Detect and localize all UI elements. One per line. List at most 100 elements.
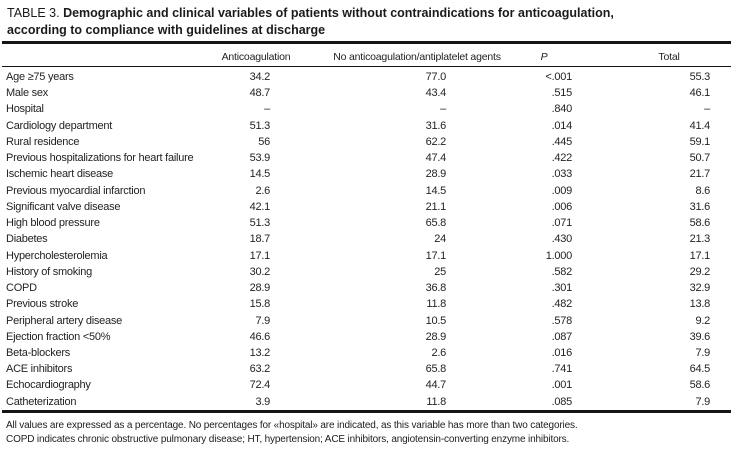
cell-no-anticoagulation: 28.9 <box>425 168 447 181</box>
cell-p-value: .578 <box>551 314 573 327</box>
cell-no-anticoagulation: 77.0 <box>425 71 447 83</box>
table-title: TABLE 3. Demographic and clinical variab… <box>7 5 614 39</box>
cell-no-anticoagulation: 31.6 <box>425 119 447 132</box>
cell-p-value: .087 <box>551 330 573 343</box>
cell-no-anticoagulation: – <box>440 103 446 116</box>
column-header-anticoagulation: Anticoagulation <box>221 51 291 63</box>
table-row: High blood pressure 51.3 65.8 .071 58.6 <box>0 215 733 231</box>
table-row: Hypercholesterolemia 17.1 17.1 1.000 17.1 <box>0 248 733 264</box>
cell-total: – <box>704 103 710 116</box>
table-row: Peripheral artery disease 7.9 10.5 .578 9.2 <box>0 313 733 329</box>
table-row: Previous myocardial infarction 2.6 14.5 .00… <box>0 183 733 199</box>
footnote-line1: All values are expressed as a percentage… <box>6 420 578 431</box>
column-header-p-value: P <box>540 51 548 63</box>
cell-no-anticoagulation: 28.9 <box>425 330 447 343</box>
cell-anticoagulation: 72.4 <box>249 379 271 392</box>
cell-anticoagulation: 18.7 <box>249 233 271 246</box>
cell-no-anticoagulation: 44.7 <box>425 379 447 392</box>
row-label: Peripheral artery disease <box>6 314 123 327</box>
row-label: Diabetes <box>6 233 48 246</box>
row-label: Previous stroke <box>6 298 79 311</box>
cell-total: 64.5 <box>689 363 711 376</box>
row-label: Previous myocardial infarction <box>6 184 146 197</box>
cell-no-anticoagulation: 65.8 <box>425 363 447 376</box>
table-title-line1: TABLE 3. Demographic and clinical variab… <box>7 5 614 22</box>
table-body: Age ≥75 years 34.2 77.0 <.001 55.3 Male sex 48… <box>0 69 733 410</box>
row-label: Catheterization <box>6 395 77 408</box>
cell-no-anticoagulation: 62.2 <box>425 135 447 148</box>
top-rule <box>2 41 731 44</box>
cell-p-value: .482 <box>551 298 573 311</box>
cell-anticoagulation: 2.6 <box>255 184 270 197</box>
cell-p-value: <.001 <box>545 71 572 83</box>
table-row: History of smoking 30.2 25 .582 29.2 <box>0 264 733 280</box>
cell-p-value: .014 <box>551 119 573 132</box>
cell-anticoagulation: 51.3 <box>249 119 271 132</box>
table-row: ACE inhibitors 63.2 65.8 .741 64.5 <box>0 361 733 377</box>
row-label: ACE inhibitors <box>6 363 73 376</box>
row-label: Ischemic heart disease <box>6 168 113 181</box>
cell-no-anticoagulation: 10.5 <box>425 314 447 327</box>
cell-anticoagulation: 63.2 <box>249 363 271 376</box>
table-row: Significant valve disease 42.1 21.1 .006 31.… <box>0 199 733 215</box>
row-label: Male sex <box>6 87 49 100</box>
cell-total: 55.3 <box>689 71 711 83</box>
cell-anticoagulation: 3.9 <box>255 395 270 408</box>
row-label: COPD <box>6 282 37 295</box>
table-row: Age ≥75 years 34.2 77.0 <.001 55.3 <box>0 69 733 85</box>
cell-no-anticoagulation: 11.8 <box>426 298 446 311</box>
cell-no-anticoagulation: 24 <box>434 233 446 246</box>
table-row: Echocardiography 72.4 44.7 .001 58.6 <box>0 377 733 393</box>
table-row: Ejection fraction <50% 46.6 28.9 .087 39.6 <box>0 329 733 345</box>
cell-anticoagulation: 34.2 <box>249 71 271 83</box>
cell-no-anticoagulation: 65.8 <box>425 217 447 230</box>
cell-anticoagulation: 7.9 <box>255 314 270 327</box>
cell-total: 58.6 <box>689 379 711 392</box>
cell-p-value: .430 <box>551 233 573 246</box>
table-row: COPD 28.9 36.8 .301 32.9 <box>0 280 733 296</box>
cell-total: 21.7 <box>689 168 711 181</box>
table-row: Hospital – – .840 – <box>0 101 733 117</box>
cell-anticoagulation: 48.7 <box>249 87 271 100</box>
cell-p-value: .301 <box>551 282 573 295</box>
footnote-line2: COPD indicates chronic obstructive pulmo… <box>6 433 570 445</box>
column-header-no-anticoagulation: No anticoagulation/antiplatelet agents <box>333 51 501 63</box>
cell-anticoagulation: 14.5 <box>249 168 271 181</box>
cell-anticoagulation: 51.3 <box>249 217 271 230</box>
cell-no-anticoagulation: 14.5 <box>425 184 447 197</box>
cell-p-value: .085 <box>551 395 573 408</box>
cell-p-value: .006 <box>551 200 573 213</box>
cell-anticoagulation: 56 <box>258 135 270 148</box>
cell-p-value: .016 <box>551 346 573 359</box>
bottom-rule <box>2 410 731 413</box>
cell-total: 46.1 <box>689 87 711 100</box>
cell-total: 39.6 <box>689 330 711 343</box>
row-label: Age ≥75 years <box>6 71 74 83</box>
cell-total: 21.3 <box>689 233 711 246</box>
cell-total: 29.2 <box>689 265 711 278</box>
cell-total: 41.4 <box>689 119 711 132</box>
cell-p-value: .033 <box>551 168 573 181</box>
cell-p-value: .445 <box>551 135 573 148</box>
cell-p-value: .001 <box>551 379 573 392</box>
cell-total: 7.9 <box>695 395 710 408</box>
cell-p-value: .582 <box>551 265 573 278</box>
row-label: Previous hospitalizations for heart fail… <box>6 152 194 165</box>
cell-no-anticoagulation: 11.8 <box>426 395 446 408</box>
header-rule <box>2 66 731 67</box>
table-row: Catheterization 3.9 11.8 .085 7.9 <box>0 394 733 410</box>
cell-anticoagulation: 15.8 <box>249 298 271 311</box>
cell-no-anticoagulation: 43.4 <box>425 87 447 100</box>
column-header-total: Total <box>658 51 680 63</box>
table-row: Previous stroke 15.8 11.8 .482 13.8 <box>0 296 733 312</box>
cell-no-anticoagulation: 47.4 <box>425 152 447 165</box>
cell-anticoagulation: – <box>264 103 270 116</box>
cell-p-value: .009 <box>551 184 573 197</box>
cell-p-value: .840 <box>551 103 573 116</box>
cell-total: 50.7 <box>689 152 711 165</box>
table-row: Rural residence 56 62.2 .445 59.1 <box>0 134 733 150</box>
cell-p-value: 1.000 <box>545 249 573 262</box>
table-row: Cardiology department 51.3 31.6 .014 41.4 <box>0 118 733 134</box>
cell-total: 8.6 <box>695 184 710 197</box>
